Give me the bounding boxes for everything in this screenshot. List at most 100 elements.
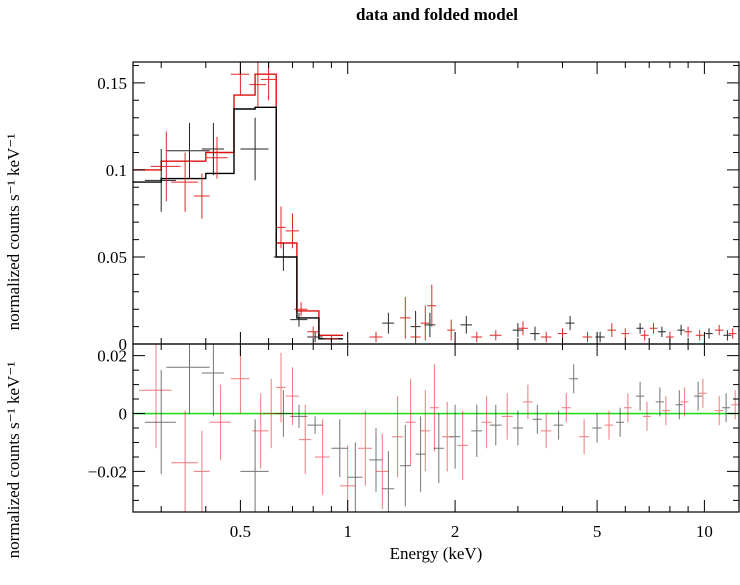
data-point-black-0 bbox=[144, 149, 176, 212]
residual-point-red-25 bbox=[579, 419, 590, 455]
bottom-y-tick-label-1: 0 bbox=[119, 405, 128, 424]
data-point-red-8 bbox=[285, 213, 299, 249]
residual-point-black-25 bbox=[675, 390, 683, 420]
data-point-red-9 bbox=[294, 302, 308, 317]
residual-point-red-14 bbox=[391, 396, 404, 478]
x-tick-label-3: 5 bbox=[593, 522, 602, 541]
data-point-red-15 bbox=[420, 305, 430, 341]
data-point-red-17 bbox=[447, 319, 456, 341]
residual-point-red-13 bbox=[376, 433, 389, 510]
residual-point-black-9 bbox=[369, 428, 383, 492]
x-tick-labels: 0.5 1 2 5 10 bbox=[230, 522, 713, 541]
residual-point-red-12 bbox=[358, 410, 373, 486]
residual-point-red-31 bbox=[698, 378, 707, 408]
residual-point-red-17 bbox=[429, 364, 439, 452]
residual-point-black-18 bbox=[532, 404, 542, 434]
residual-point-red-22 bbox=[523, 384, 533, 420]
top-y-tick-label-1: 0.05 bbox=[97, 248, 127, 267]
top-axis-ticks: 0 0.05 0.1 0.15 bbox=[97, 62, 739, 354]
residual-point-red-29 bbox=[661, 396, 670, 426]
data-point-black-1 bbox=[166, 122, 210, 179]
data-point-black-13 bbox=[565, 316, 575, 331]
residual-point-red-30 bbox=[680, 387, 689, 417]
data-point-red-21 bbox=[540, 331, 552, 343]
residual-point-black-21 bbox=[592, 413, 602, 443]
bottom-panel-frame bbox=[132, 343, 740, 513]
residual-point-black-15 bbox=[471, 404, 483, 457]
data-point-black-18 bbox=[705, 328, 713, 339]
residual-point-red-33 bbox=[731, 390, 739, 420]
residual-point-black-2 bbox=[201, 344, 225, 417]
data-point-red-20 bbox=[517, 321, 528, 336]
data-point-black-10 bbox=[460, 316, 472, 334]
data-point-black-5 bbox=[290, 312, 308, 327]
data-point-red-19 bbox=[489, 330, 502, 341]
residual-point-black-20 bbox=[569, 364, 578, 394]
data-point-black-16 bbox=[657, 326, 666, 337]
data-point-red-22 bbox=[557, 328, 568, 339]
data-point-red-6 bbox=[260, 62, 277, 101]
residual-point-black-5 bbox=[290, 404, 308, 428]
residual-point-red-23 bbox=[540, 413, 552, 449]
data-point-black-12 bbox=[530, 326, 540, 341]
x-tick-label-2: 2 bbox=[451, 522, 460, 541]
residual-point-red-10 bbox=[315, 419, 330, 495]
data-point-red-25 bbox=[621, 328, 630, 339]
residual-point-black-3 bbox=[240, 419, 269, 512]
data-point-red-31 bbox=[714, 324, 724, 336]
residual-point-red-26 bbox=[604, 410, 614, 440]
x-tick-label-0: 0.5 bbox=[230, 522, 251, 541]
residual-point-red-15 bbox=[405, 378, 416, 466]
data-point-red-16 bbox=[427, 284, 437, 327]
residual-point-red-9 bbox=[299, 404, 312, 475]
top-panel: 0 0.05 0.1 0.15 bbox=[97, 61, 740, 354]
data-point-black-7 bbox=[382, 312, 395, 334]
data-point-red-32 bbox=[728, 328, 737, 339]
residual-point-red-2 bbox=[193, 430, 210, 512]
residual-point-red-24 bbox=[561, 393, 571, 423]
data-point-red-5 bbox=[249, 62, 266, 108]
residual-point-red-21 bbox=[501, 393, 513, 440]
data-point-black-3 bbox=[240, 117, 269, 181]
data-point-red-7 bbox=[276, 206, 286, 249]
data-point-red-12 bbox=[369, 331, 383, 343]
residual-point-red-16 bbox=[420, 390, 430, 472]
bottom-y-axis-label: normalized counts s⁻¹ keV⁻¹ bbox=[4, 362, 23, 559]
residual-point-red-6 bbox=[263, 378, 279, 449]
residual-point-black-10 bbox=[382, 451, 395, 512]
residual-point-red-18 bbox=[442, 401, 452, 472]
data-point-black-2 bbox=[201, 122, 225, 176]
residual-point-red-32 bbox=[714, 396, 724, 426]
chart-title: data and folded model bbox=[356, 5, 518, 24]
bottom-residual-points bbox=[139, 344, 739, 512]
residual-point-red-19 bbox=[457, 410, 468, 481]
residual-point-red-0 bbox=[139, 344, 172, 449]
top-model-lines bbox=[133, 73, 343, 340]
residual-point-black-6 bbox=[307, 416, 323, 434]
data-point-red-29 bbox=[684, 326, 692, 337]
bottom-y-tick-label-2: 0.02 bbox=[97, 347, 127, 366]
top-panel-frame bbox=[132, 61, 740, 345]
model-line-black bbox=[133, 106, 343, 340]
residual-point-black-8 bbox=[347, 442, 363, 512]
data-point-black-4 bbox=[273, 243, 293, 271]
residual-point-black-7 bbox=[331, 419, 348, 478]
data-point-red-27 bbox=[649, 323, 658, 334]
residual-point-red-5 bbox=[252, 393, 269, 469]
residual-point-black-26 bbox=[694, 381, 703, 411]
bottom-y-tick-label-0: −0.02 bbox=[88, 462, 127, 481]
residual-point-red-8 bbox=[285, 367, 299, 426]
data-point-black-9 bbox=[424, 312, 436, 337]
residual-point-black-24 bbox=[655, 387, 664, 417]
residual-point-black-1 bbox=[166, 344, 210, 414]
residual-point-black-17 bbox=[512, 410, 523, 446]
data-point-red-1 bbox=[171, 152, 198, 212]
residual-point-black-13 bbox=[433, 413, 444, 483]
residual-point-red-27 bbox=[624, 393, 632, 423]
data-point-black-6 bbox=[307, 331, 323, 343]
data-point-red-18 bbox=[471, 331, 483, 343]
top-y-tick-label-0: 0 bbox=[119, 335, 128, 354]
residual-point-black-11 bbox=[399, 425, 411, 507]
data-point-red-30 bbox=[695, 330, 704, 341]
